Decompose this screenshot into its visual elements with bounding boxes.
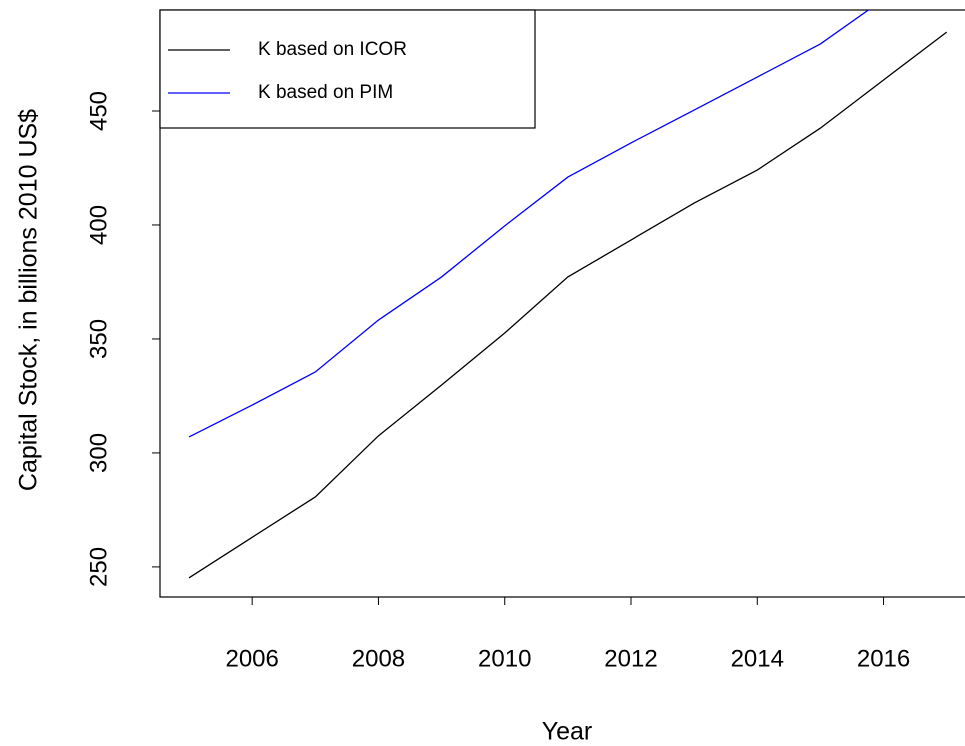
x-axis-label: Year — [542, 718, 593, 746]
legend-box — [159, 9, 536, 129]
x-tick-label: 2012 — [604, 645, 657, 672]
y-axis-label: Capital Stock, in billions 2010 US$ — [15, 109, 43, 491]
x-tick-label: 2014 — [731, 645, 784, 672]
y-tick-label: 400 — [85, 205, 112, 245]
y-tick-label: 450 — [85, 91, 112, 131]
x-tick-label: 2016 — [857, 645, 910, 672]
plot-frame — [159, 9, 965, 598]
series-line — [188, 31, 948, 579]
y-tick-label: 300 — [85, 433, 112, 473]
series-line — [188, 10, 870, 438]
y-tick-label: 350 — [85, 319, 112, 359]
plot-area — [188, 10, 948, 579]
y-tick-label: 250 — [85, 547, 112, 587]
x-tick-label: 2008 — [352, 645, 405, 672]
x-tick-label: 2006 — [225, 645, 278, 672]
legend-label: K based on ICOR — [258, 39, 407, 60]
x-tick-label: 2010 — [478, 645, 531, 672]
legend-label: K based on PIM — [258, 82, 393, 103]
